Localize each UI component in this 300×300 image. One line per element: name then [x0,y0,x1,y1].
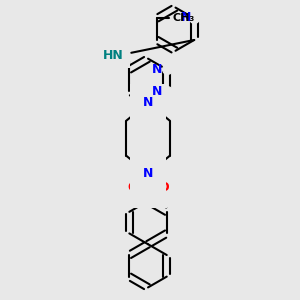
Text: O: O [127,181,138,194]
Text: CH₃: CH₃ [172,14,195,23]
Text: O: O [158,181,169,194]
Text: S: S [143,180,153,194]
Text: N: N [143,96,153,110]
Text: N: N [152,85,162,98]
Text: HN: HN [103,49,123,62]
Text: N: N [143,167,153,180]
Text: N: N [152,63,162,76]
Text: N: N [181,11,191,24]
